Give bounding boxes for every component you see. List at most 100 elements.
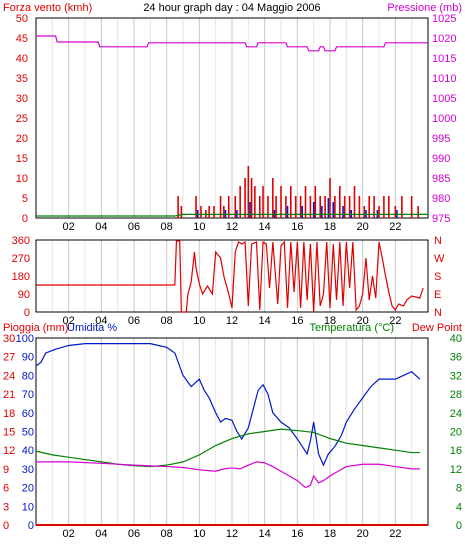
humidity-tick-label: 60: [22, 408, 34, 420]
humidity-tick-label: 70: [22, 389, 34, 401]
wind-speed-tick-label: 0: [22, 213, 28, 225]
compass-tick-label: N: [434, 235, 442, 247]
pressure-tick-label: 975: [432, 213, 450, 225]
pressure-tick-label: 1015: [432, 53, 456, 65]
direction-tick-label: 180: [12, 271, 30, 283]
pressure-tick-label: 995: [432, 133, 450, 145]
rain-tick-label: 12: [3, 445, 15, 457]
rain-tick-label: 24: [3, 370, 15, 382]
wind-speed-tick-label: 45: [16, 33, 28, 45]
pressure-axis-title: Pressione (mb): [387, 2, 462, 14]
wind-speed-tick-label: 10: [16, 173, 28, 185]
direction-tick-label: 0: [24, 307, 30, 319]
compass-tick-label: W: [434, 253, 445, 265]
temperature-tick-label: 20: [450, 427, 462, 439]
x-tick-label: 12: [226, 528, 238, 540]
x-tick-label: 06: [128, 315, 140, 327]
panel-1-frame: [35, 17, 429, 219]
wind-speed-tick-label: 50: [16, 13, 28, 25]
rain-tick-label: 0: [3, 520, 9, 532]
wind-speed-tick-label: 25: [16, 113, 28, 125]
temperature-tick-label: 16: [450, 445, 462, 457]
x-tick-label: 20: [357, 315, 369, 327]
humidity-tick-label: 20: [22, 483, 34, 495]
temperature-axis-title: Temperatura (°C): [310, 322, 394, 334]
pressure-line: [36, 35, 428, 52]
x-tick-label: 06: [128, 221, 140, 233]
x-tick-label: 18: [324, 315, 336, 327]
direction-tick-label: 270: [12, 253, 30, 265]
wind-speed-tick-label: 20: [16, 133, 28, 145]
x-tick-label: 10: [193, 315, 205, 327]
humidity-tick-label: 0: [28, 520, 34, 532]
x-tick-label: 12: [226, 315, 238, 327]
rain-tick-label: 3: [3, 501, 9, 513]
x-tick-label: 06: [128, 528, 140, 540]
humidity-tick-label: 80: [22, 370, 34, 382]
rain-tick-label: 21: [3, 389, 15, 401]
wind-speed-line: [36, 213, 428, 217]
x-tick-label: 10: [193, 221, 205, 233]
x-tick-label: 18: [324, 221, 336, 233]
x-tick-label: 04: [95, 315, 107, 327]
rain-axis-title: Pioggia (mm): [3, 322, 68, 334]
temperature-tick-label: 36: [450, 352, 462, 364]
pressure-tick-label: 1020: [432, 33, 456, 45]
x-tick-label: 02: [63, 528, 75, 540]
x-tick-label: 08: [161, 528, 173, 540]
direction-tick-label: 360: [12, 235, 30, 247]
chart-title: 24 hour graph day : 04 Maggio 2006: [143, 2, 320, 14]
x-tick-label: 20: [357, 221, 369, 233]
x-tick-label: 16: [291, 221, 303, 233]
pressure-tick-label: 990: [432, 153, 450, 165]
humidity-tick-label: 30: [22, 464, 34, 476]
wind-direction-line: [36, 240, 424, 313]
temperature-tick-label: 40: [450, 333, 462, 345]
x-tick-label: 12: [226, 221, 238, 233]
temperature-tick-label: 0: [456, 520, 462, 532]
humidity-axis-title: Umidita %: [67, 322, 117, 334]
temperature-line: [35, 428, 420, 468]
pressure-tick-label: 1005: [432, 93, 456, 105]
compass-tick-label: E: [434, 289, 441, 301]
wind-speed-axis-title: Forza vento (kmh): [3, 2, 92, 14]
x-tick-label: 14: [259, 315, 271, 327]
compass-tick-label: N: [434, 307, 442, 319]
x-tick-label: 22: [389, 528, 401, 540]
temperature-tick-label: 28: [450, 389, 462, 401]
humidity-line: [35, 343, 421, 467]
humidity-tick-label: 100: [16, 333, 34, 345]
x-tick-label: 10: [193, 528, 205, 540]
direction-tick-label: 90: [18, 289, 30, 301]
rain-tick-label: 27: [3, 352, 15, 364]
x-tick-label: 04: [95, 221, 107, 233]
temperature-tick-label: 12: [450, 464, 462, 476]
x-tick-label: 16: [291, 315, 303, 327]
x-tick-label: 14: [259, 528, 271, 540]
wind-speed-tick-label: 35: [16, 73, 28, 85]
x-tick-label: 14: [259, 221, 271, 233]
wind-speed-tick-label: 30: [16, 93, 28, 105]
wind-speed-tick-label: 40: [16, 53, 28, 65]
x-tick-label: 18: [324, 528, 336, 540]
rain-tick-label: 18: [3, 408, 15, 420]
dew-point-axis-title: Dew Point: [412, 322, 462, 334]
humidity-tick-label: 50: [22, 427, 34, 439]
wind-speed-tick-label: 15: [16, 153, 28, 165]
compass-tick-label: S: [434, 271, 441, 283]
pressure-tick-label: 1010: [432, 73, 456, 85]
x-tick-label: 02: [63, 315, 75, 327]
pressure-tick-label: 985: [432, 173, 450, 185]
panel-2-frame: [35, 239, 429, 313]
temperature-tick-label: 24: [450, 408, 462, 420]
x-tick-label: 08: [161, 315, 173, 327]
humidity-tick-label: 90: [22, 352, 34, 364]
x-tick-label: 02: [63, 221, 75, 233]
rain-tick-label: 15: [3, 427, 15, 439]
pressure-tick-label: 1000: [432, 113, 456, 125]
x-tick-label: 22: [389, 221, 401, 233]
x-tick-label: 04: [95, 528, 107, 540]
pressure-tick-label: 1025: [432, 13, 456, 25]
